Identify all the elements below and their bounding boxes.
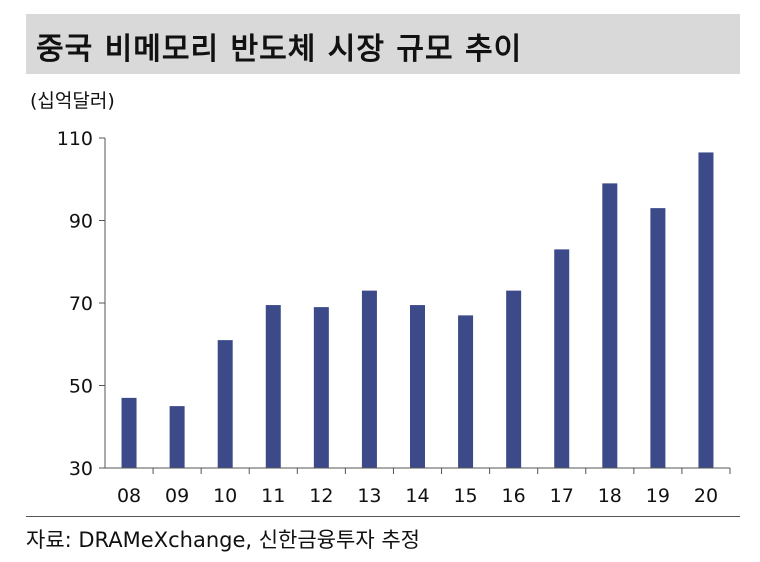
bar-15 [458, 315, 474, 468]
y-tick-label: 70 [69, 293, 93, 315]
source-note: 자료: DRAMeXchange, 신한금융투자 추정 [26, 528, 420, 552]
x-tick-label: 18 [598, 485, 622, 507]
bar-20 [698, 152, 714, 468]
bar-09 [169, 406, 185, 468]
x-tick-label: 15 [453, 485, 477, 507]
bar-12 [313, 307, 329, 468]
x-tick-label: 09 [165, 485, 189, 507]
x-tick-label: 16 [502, 485, 526, 507]
y-axis-ticks: 110 90 70 50 30 [57, 128, 105, 480]
bar-16 [506, 290, 522, 468]
x-tick-label: 14 [405, 485, 429, 507]
y-tick-label: 110 [57, 128, 93, 150]
x-tick-label: 20 [694, 485, 718, 507]
chart-title: 중국 비메모리 반도체 시장 규모 추이 [36, 32, 523, 67]
axes [104, 138, 730, 469]
bar-17 [554, 249, 570, 468]
bar-08 [121, 397, 137, 468]
bar-series [121, 152, 714, 468]
y-tick-label: 90 [69, 211, 93, 233]
x-tick-label: 08 [117, 485, 141, 507]
y-axis-unit-label: (십억달러) [30, 90, 115, 112]
x-tick-label: 11 [261, 485, 285, 507]
bar-19 [650, 208, 666, 468]
bar-13 [361, 290, 377, 468]
y-tick-label: 50 [69, 376, 93, 398]
y-tick-label: 30 [69, 458, 93, 480]
bar-18 [602, 183, 618, 468]
x-tick-label: 17 [550, 485, 574, 507]
x-tick-label: 10 [213, 485, 237, 507]
source-divider [26, 516, 740, 517]
x-tick-label: 13 [357, 485, 381, 507]
x-axis-ticks: 08 09 10 11 12 13 14 15 16 17 18 19 20 [117, 468, 731, 507]
bar-10 [217, 340, 233, 468]
x-tick-label: 19 [646, 485, 670, 507]
bar-14 [410, 305, 425, 468]
bar-11 [265, 305, 281, 468]
x-tick-label: 12 [309, 485, 333, 507]
title-bar: 중국 비메모리 반도체 시장 규모 추이 [26, 14, 740, 74]
